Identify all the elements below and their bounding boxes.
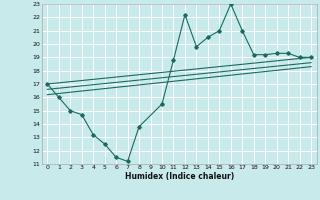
X-axis label: Humidex (Indice chaleur): Humidex (Indice chaleur) [124, 172, 234, 181]
